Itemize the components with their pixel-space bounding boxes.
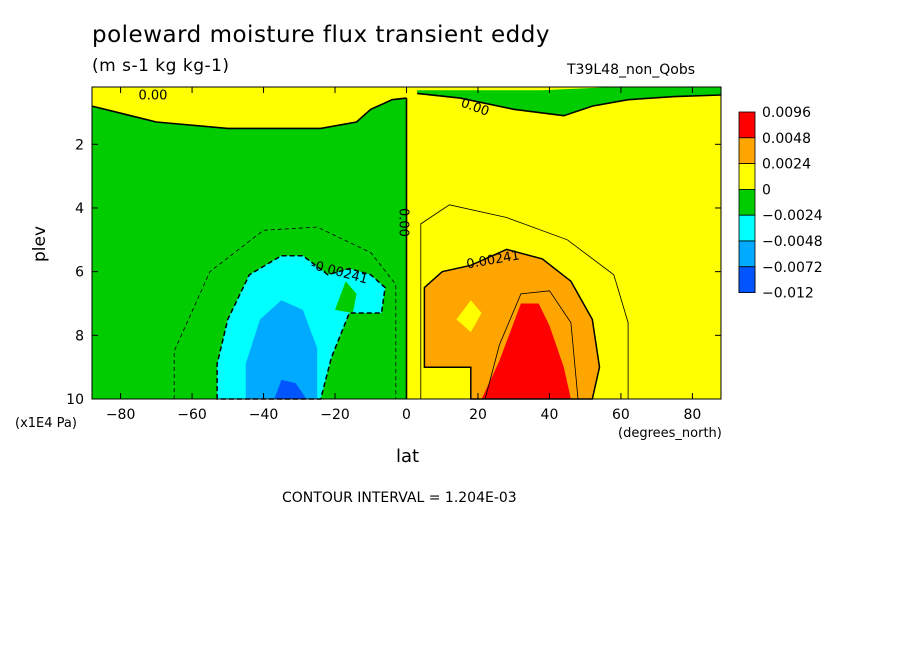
contour-label: 0.00 xyxy=(138,89,167,104)
plot-area: 0.00 0.000.00-0.00241 0.00241 xyxy=(91,86,722,400)
contour-north-inner xyxy=(484,290,579,400)
legend-swatch xyxy=(738,163,756,190)
region-northern-eddy-core xyxy=(481,303,571,399)
legend-label: 0.0048 xyxy=(762,131,811,147)
contour-north-outer xyxy=(420,204,629,399)
legend-label: 0.0024 xyxy=(762,157,811,173)
contour-zero-north xyxy=(417,92,722,117)
run-label: T39L48_non_Qobs xyxy=(567,62,696,78)
legend-label: −0.0072 xyxy=(762,260,823,276)
y-tick-label: 6 xyxy=(75,265,84,281)
x-tick-label: −20 xyxy=(320,407,350,423)
legend-swatch xyxy=(738,111,756,139)
y-axis-unit: (x1E4 Pa) xyxy=(15,416,77,431)
y-tick-label: 4 xyxy=(75,201,84,217)
legend-label: −0.0024 xyxy=(762,208,823,224)
legend-swatch xyxy=(738,240,756,268)
x-tick-label: −60 xyxy=(177,407,207,423)
chart-title: poleward moisture flux transient eddy xyxy=(92,22,550,48)
legend-swatch xyxy=(738,266,756,293)
chart-subtitle: (m s-1 kg kg-1) xyxy=(92,56,230,76)
legend-label: 0.0096 xyxy=(762,105,811,121)
x-axis-label: lat xyxy=(396,446,420,467)
legend-swatch xyxy=(738,137,756,165)
contour-label: 0.00 xyxy=(395,208,410,237)
x-tick-label: 0 xyxy=(402,407,411,423)
x-tick-label: 60 xyxy=(612,407,630,423)
region-southern-notch xyxy=(335,281,357,313)
x-axis-unit: (degrees_north) xyxy=(618,426,722,441)
legend-label: −0.012 xyxy=(762,286,814,302)
y-tick-label: 10 xyxy=(66,392,84,408)
x-tick-label: 20 xyxy=(469,407,487,423)
legend-label: 0 xyxy=(762,182,771,198)
contour-interval: CONTOUR INTERVAL = 1.204E-03 xyxy=(282,490,517,506)
legend-swatch xyxy=(738,188,756,216)
legend-label: −0.0048 xyxy=(762,234,823,250)
x-tick-label: −40 xyxy=(249,407,279,423)
contour-south-m0024 xyxy=(216,254,386,400)
region-southern-eddy-core xyxy=(274,379,307,399)
axis-ticks: −80 −60 −40 −20 0 20 40 60 80 2 4 6 8 10 xyxy=(66,87,721,423)
region-northern-hole xyxy=(456,300,482,333)
x-tick-label: −80 xyxy=(106,407,136,423)
legend: 0.0096 0.0048 0.0024 0 −0.0024 −0.0048 −0.0072… xyxy=(738,105,823,302)
region-northern-green-cap xyxy=(417,87,721,116)
x-tick-label: 80 xyxy=(683,407,701,423)
y-tick-label: 2 xyxy=(75,137,84,153)
region-southern-eddy-inner xyxy=(245,300,318,399)
contour-zero-south xyxy=(91,97,407,130)
y-tick-label: 8 xyxy=(75,328,84,344)
legend-swatch xyxy=(738,214,756,242)
x-tick-label: 40 xyxy=(541,407,559,423)
